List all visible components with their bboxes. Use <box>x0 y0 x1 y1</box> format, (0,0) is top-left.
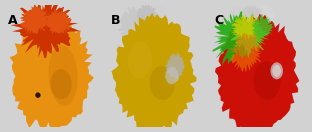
Polygon shape <box>215 13 300 132</box>
Polygon shape <box>117 7 160 47</box>
Ellipse shape <box>48 45 78 106</box>
Text: B: B <box>111 14 120 27</box>
Polygon shape <box>20 5 52 35</box>
Polygon shape <box>44 9 71 34</box>
Polygon shape <box>222 2 262 43</box>
Ellipse shape <box>253 61 281 100</box>
Ellipse shape <box>35 92 41 98</box>
Ellipse shape <box>272 65 281 77</box>
Text: C: C <box>214 14 223 27</box>
Polygon shape <box>165 66 179 85</box>
Polygon shape <box>243 1 276 32</box>
Polygon shape <box>165 51 185 80</box>
Polygon shape <box>139 2 170 32</box>
Polygon shape <box>230 14 261 42</box>
Ellipse shape <box>128 42 152 78</box>
Polygon shape <box>212 11 262 65</box>
Text: A: A <box>8 14 17 27</box>
Ellipse shape <box>149 66 175 100</box>
Polygon shape <box>240 4 265 23</box>
Polygon shape <box>136 4 158 27</box>
Polygon shape <box>11 0 80 58</box>
Polygon shape <box>10 15 94 132</box>
Polygon shape <box>111 13 197 132</box>
Polygon shape <box>228 32 262 73</box>
Polygon shape <box>231 12 270 58</box>
Ellipse shape <box>51 69 72 99</box>
Polygon shape <box>251 14 275 40</box>
Ellipse shape <box>271 62 283 79</box>
